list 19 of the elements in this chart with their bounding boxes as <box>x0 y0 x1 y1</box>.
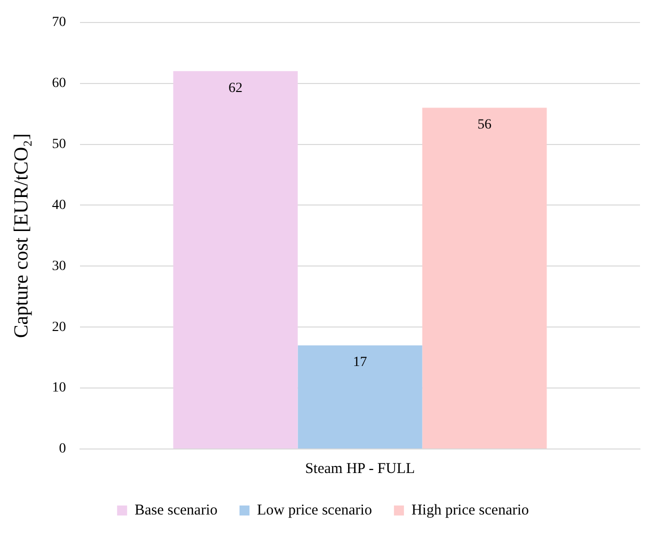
y-tick-label: 70 <box>52 15 66 30</box>
data-label: 62 <box>228 80 242 96</box>
bar <box>422 108 547 448</box>
y-tick-label: 0 <box>59 442 66 457</box>
legend-label: High price scenario <box>411 502 529 518</box>
x-tick-label: Steam HP - FULL <box>305 460 415 477</box>
data-label: 56 <box>478 117 492 132</box>
y-tick-label: 50 <box>52 136 66 152</box>
bar <box>173 71 298 448</box>
y-tick-label: 60 <box>52 76 66 92</box>
y-tick-label: 10 <box>52 380 66 396</box>
y-tick-label: 30 <box>52 258 66 274</box>
legend-label: Low price scenario <box>256 502 372 518</box>
y-axis-title: Capture cost [EUR/tCO₂] <box>10 133 32 338</box>
legend-label: Base scenario <box>134 502 218 518</box>
bar <box>298 345 422 448</box>
y-tick-label: 20 <box>52 320 66 335</box>
y-tick-label: 40 <box>52 198 66 213</box>
data-label: 17 <box>353 355 367 370</box>
